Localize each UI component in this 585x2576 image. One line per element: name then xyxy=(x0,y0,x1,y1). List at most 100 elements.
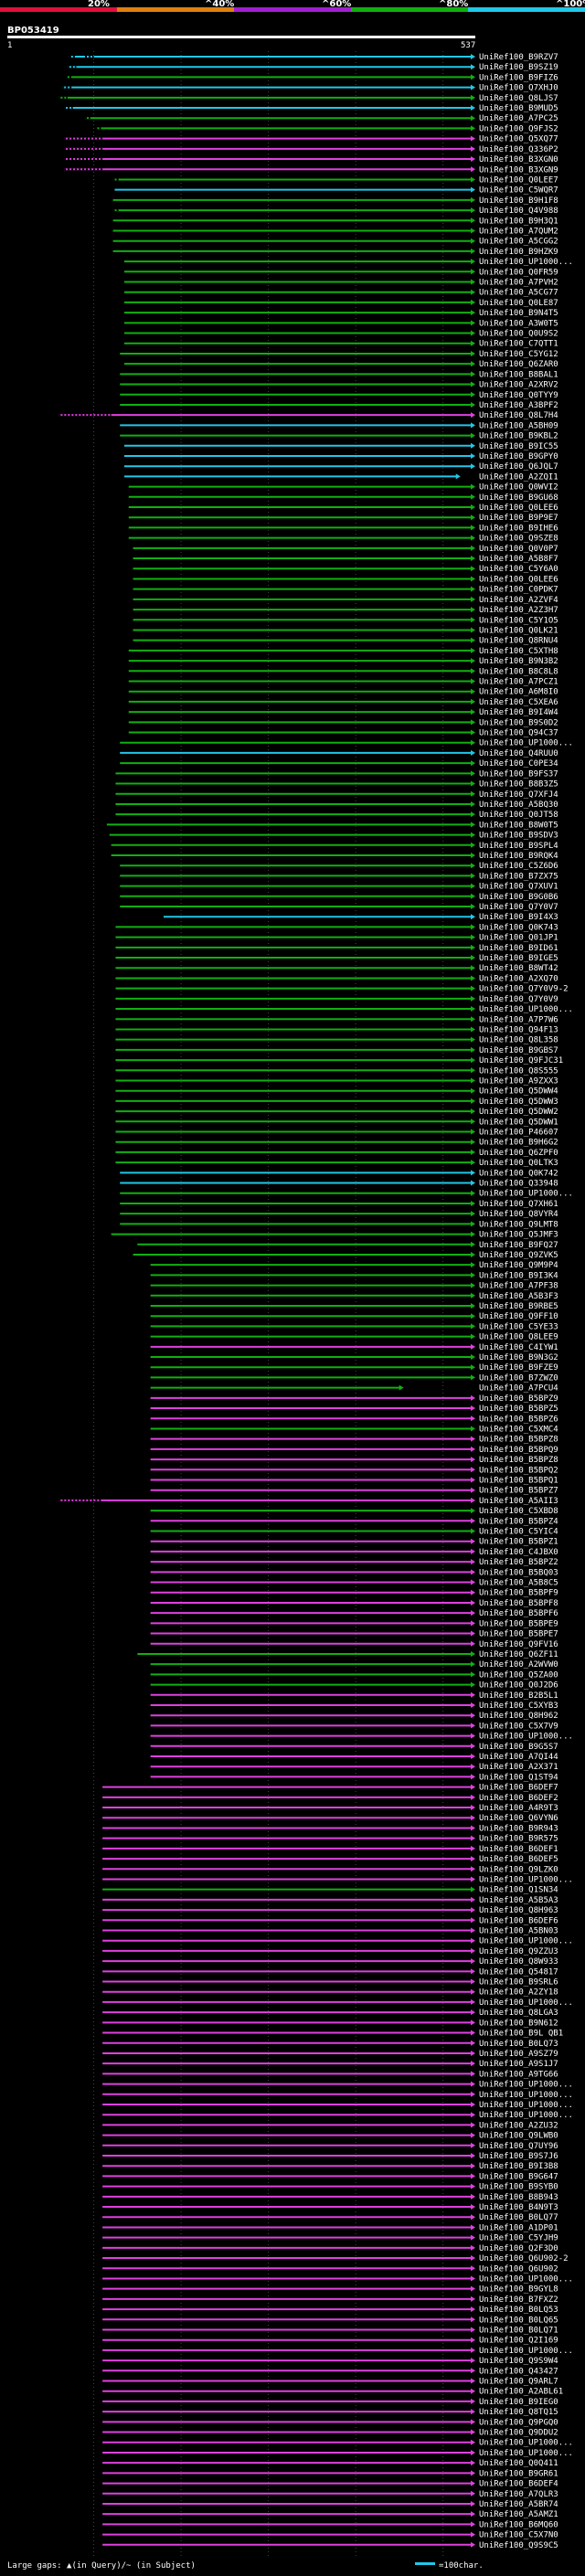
hit-label[interactable]: UniRef100_Q0JT58 xyxy=(479,811,558,820)
hit-label[interactable]: UniRef100_A7QI44 xyxy=(479,1753,558,1762)
hit-row[interactable]: UniRef100_A2XQ70 xyxy=(115,974,558,983)
hit-label[interactable]: UniRef100_B7FXZ2 xyxy=(479,2295,558,2305)
hit-row[interactable]: UniRef100_C5XYB3 xyxy=(150,1701,558,1711)
hit-row[interactable]: UniRef100_B8WT42 xyxy=(115,964,558,973)
hit-label[interactable]: UniRef100_UP1000... xyxy=(479,1875,573,1884)
hit-label[interactable]: UniRef100_Q0LEE6 xyxy=(479,575,558,584)
hit-row[interactable]: UniRef100_UP1000... xyxy=(102,2274,573,2284)
hit-label[interactable]: UniRef100_B0LQ53 xyxy=(479,2306,558,2315)
hit-label[interactable]: UniRef100_B9H3Q1 xyxy=(479,217,558,226)
hit-row[interactable]: UniRef100_Q94F13 xyxy=(115,1025,558,1034)
hit-row[interactable]: UniRef100_B9GPY0 xyxy=(124,452,558,461)
hit-label[interactable]: UniRef100_Q9LMT8 xyxy=(479,1220,558,1229)
hit-row[interactable]: UniRef100_B9KBL2 xyxy=(120,432,558,441)
hit-label[interactable]: UniRef100_B5BPZ6 xyxy=(479,1415,558,1424)
hit-row[interactable]: UniRef100_UP1000... xyxy=(102,2101,573,2110)
hit-row[interactable]: UniRef100_Q8W933 xyxy=(102,1957,558,1966)
hit-row[interactable]: UniRef100_Q9LZK0 xyxy=(102,1865,558,1874)
hit-label[interactable]: UniRef100_C5X7N0 xyxy=(479,2531,558,2540)
hit-row[interactable]: UniRef100_A9SZ79 xyxy=(102,2050,558,2059)
hit-label[interactable]: UniRef100_B0LQ73 xyxy=(479,2040,558,2049)
hit-label[interactable]: UniRef100_B8BAL1 xyxy=(479,370,558,379)
hit-row[interactable]: UniRef100_C5XBD8 xyxy=(150,1507,558,1516)
hit-label[interactable]: UniRef100_A5B3F3 xyxy=(479,1292,558,1301)
hit-label[interactable]: UniRef100_B6DEF4 xyxy=(479,2480,558,2489)
hit-label[interactable]: UniRef100_UP1000... xyxy=(479,739,573,748)
hit-row[interactable]: UniRef100_Q0K743 xyxy=(115,923,558,932)
hit-row[interactable]: UniRef100_Q5DWW4 xyxy=(115,1087,558,1097)
hit-label[interactable]: UniRef100_Q9LWB0 xyxy=(479,2132,558,2141)
hit-label[interactable]: UniRef100_C5YG12 xyxy=(479,350,558,359)
hit-label[interactable]: UniRef100_Q8LEE9 xyxy=(479,1333,558,1342)
hit-row[interactable]: UniRef100_Q54817 xyxy=(102,1967,558,1977)
hit-label[interactable]: UniRef100_B8B3Z5 xyxy=(479,780,558,790)
hit-label[interactable]: UniRef100_B9I4W4 xyxy=(479,708,558,717)
hit-row[interactable]: UniRef100_B6DEF5 xyxy=(102,1855,558,1864)
hit-label[interactable]: UniRef100_B9N3B2 xyxy=(479,657,558,666)
hit-row[interactable]: UniRef100_C5Y1O5 xyxy=(133,616,558,625)
hit-row[interactable]: UniRef100_A7PCU4 xyxy=(150,1384,558,1394)
hit-label[interactable]: UniRef100_B9GBS7 xyxy=(479,1046,558,1055)
hit-row[interactable]: UniRef100_Q7Y0V7 xyxy=(120,903,558,912)
hit-label[interactable]: UniRef100_C5WQR7 xyxy=(479,186,558,196)
hit-row[interactable]: UniRef100_Q6VYN6 xyxy=(102,1814,558,1823)
hit-row[interactable]: UniRef100_B5BPZ9 xyxy=(150,1394,558,1404)
hit-row[interactable]: UniRef100_B5BPZ2 xyxy=(150,1558,558,1567)
hit-row[interactable]: UniRef100_B9G647 xyxy=(102,2172,558,2181)
hit-row[interactable]: UniRef100_A7QLR3 xyxy=(102,2490,558,2499)
hit-label[interactable]: UniRef100_B5BPZ5 xyxy=(479,1405,558,1414)
hit-row[interactable]: UniRef100_Q5JMF3 xyxy=(111,1231,558,1240)
hit-label[interactable]: UniRef100_Q0K743 xyxy=(479,923,558,932)
hit-label[interactable]: UniRef100_B6MQ60 xyxy=(479,2520,558,2529)
hit-row[interactable]: UniRef100_A5BN03 xyxy=(102,1927,558,1936)
hit-label[interactable]: UniRef100_B9G0B6 xyxy=(479,893,558,902)
hit-label[interactable]: UniRef100_B6DEF1 xyxy=(479,1845,558,1854)
hit-label[interactable]: UniRef100_B9P9E7 xyxy=(479,514,558,523)
hit-label[interactable]: UniRef100_C5XMC4 xyxy=(479,1425,558,1434)
hit-label[interactable]: UniRef100_Q7XUV1 xyxy=(479,883,558,892)
hit-row[interactable]: UniRef100_B8W0T5 xyxy=(106,821,558,830)
hit-label[interactable]: UniRef100_UP1000... xyxy=(479,2439,573,2448)
hit-row[interactable]: UniRef100_B9SZ19 xyxy=(67,63,558,72)
hit-row[interactable]: UniRef100_Q8S555 xyxy=(115,1066,558,1076)
hit-row[interactable]: UniRef100_B9SYB0 xyxy=(102,2183,558,2192)
hit-row[interactable]: UniRef100_Q0LTK3 xyxy=(115,1159,558,1168)
hit-label[interactable]: UniRef100_B9KBL2 xyxy=(479,432,558,441)
hit-label[interactable]: UniRef100_Q54817 xyxy=(479,1967,558,1977)
hit-row[interactable]: UniRef100_B4N9T3 xyxy=(102,2203,558,2212)
hit-row[interactable]: UniRef100_B9SPL4 xyxy=(111,842,558,851)
hit-row[interactable]: UniRef100_Q7XUV1 xyxy=(120,883,558,892)
hit-label[interactable]: UniRef100_B9GU68 xyxy=(479,493,558,503)
hit-row[interactable]: UniRef100_Q0U9S2 xyxy=(124,330,558,339)
hit-label[interactable]: UniRef100_UP1000... xyxy=(479,1998,573,2008)
hit-label[interactable]: UniRef100_Q0V0P7 xyxy=(479,545,558,554)
hit-row[interactable]: UniRef100_Q0WVI2 xyxy=(128,483,558,493)
hit-row[interactable]: UniRef100_B9GBS7 xyxy=(115,1046,558,1055)
hit-row[interactable]: UniRef100_C5YG12 xyxy=(120,350,558,359)
hit-row[interactable]: UniRef100_Q0LEE6 xyxy=(133,575,558,584)
hit-row[interactable]: UniRef100_B9GYL8 xyxy=(102,2285,558,2295)
hit-row[interactable]: UniRef100_Q8TQ15 xyxy=(102,2408,558,2417)
hit-label[interactable]: UniRef100_Q6U902-2 xyxy=(479,2254,569,2263)
hit-label[interactable]: UniRef100_B5BPZ8 xyxy=(479,1436,558,1445)
hit-row[interactable]: UniRef100_A9TG66 xyxy=(102,2070,558,2079)
hit-label[interactable]: UniRef100_A3BPF2 xyxy=(479,401,558,410)
hit-row[interactable]: UniRef100_Q7Y0V9 xyxy=(115,995,558,1004)
hit-row[interactable]: UniRef100_Q7XH61 xyxy=(120,1200,558,1209)
hit-row[interactable]: UniRef100_C0PDK7 xyxy=(133,586,558,595)
hit-row[interactable]: UniRef100_Q9S9C5 xyxy=(102,2541,558,2550)
hit-row[interactable]: UniRef100_B5BPZ4 xyxy=(150,1517,558,1526)
hit-label[interactable]: UniRef100_UP1000... xyxy=(479,2101,573,2110)
hit-label[interactable]: UniRef100_A5AMZ1 xyxy=(479,2510,558,2519)
hit-row[interactable]: UniRef100_Q9ZVK5 xyxy=(133,1251,558,1260)
hit-label[interactable]: UniRef100_A5B5A3 xyxy=(479,1896,558,1905)
hit-label[interactable]: UniRef100_B9RZV7 xyxy=(479,53,558,62)
hit-row[interactable]: UniRef100_UP1000... xyxy=(102,2439,573,2448)
hit-row[interactable]: UniRef100_Q2I169 xyxy=(102,2337,558,2346)
hit-label[interactable]: UniRef100_UP1000... xyxy=(479,1005,573,1014)
hit-label[interactable]: UniRef100_Q5DWW4 xyxy=(479,1087,558,1097)
hit-row[interactable]: UniRef100_Q9PGQ0 xyxy=(102,2418,558,2427)
hit-label[interactable]: UniRef100_Q5DWW2 xyxy=(479,1108,558,1117)
hit-row[interactable]: UniRef100_B5BPZ7 xyxy=(150,1487,558,1496)
hit-row[interactable]: UniRef100_A5BQ30 xyxy=(115,800,558,810)
